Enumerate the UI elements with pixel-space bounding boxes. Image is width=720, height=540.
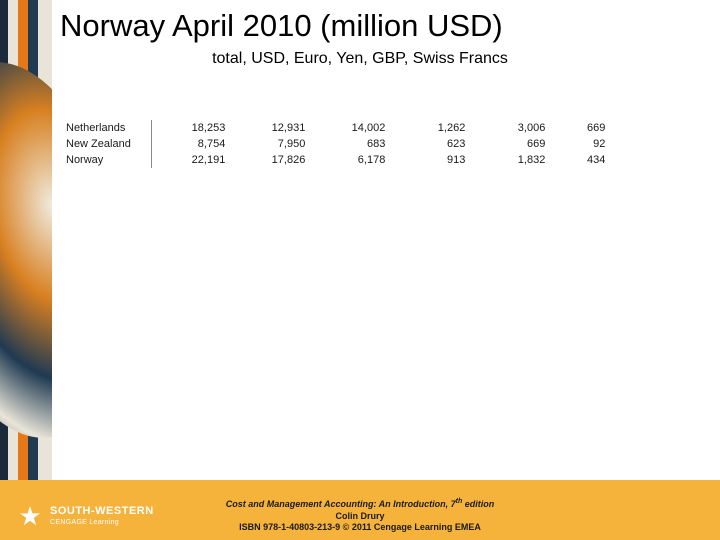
country-cell: Netherlands [60,120,151,136]
value-cell: 22,191 [151,152,231,168]
value-cell: 12,931 [231,120,311,136]
currency-table: Netherlands18,25312,93114,0021,2623,0066… [60,120,611,168]
decorative-sidebar [0,0,52,540]
value-cell: 17,826 [231,152,311,168]
page-title: Norway April 2010 (million USD) [60,8,710,44]
value-cell: 434 [551,152,611,168]
value-cell: 18,253 [151,120,231,136]
value-cell: 913 [391,152,471,168]
page-subtitle: total, USD, Euro, Yen, GBP, Swiss Francs [0,50,720,68]
value-cell: 683 [311,136,391,152]
country-cell: Norway [60,152,151,168]
value-cell: 7,950 [231,136,311,152]
value-cell: 1,262 [391,120,471,136]
value-cell: 92 [551,136,611,152]
value-cell: 623 [391,136,471,152]
value-cell: 669 [551,120,611,136]
footer-line1-post: edition [462,499,494,509]
value-cell: 3,006 [471,120,551,136]
table-row: New Zealand8,7547,95068362366992 [60,136,611,152]
footer-line3: ISBN 978-1-40803-213-9 © 2011 Cengage Le… [239,522,481,532]
value-cell: 669 [471,136,551,152]
table-body: Netherlands18,25312,93114,0021,2623,0066… [60,120,611,168]
country-cell: New Zealand [60,136,151,152]
footer-citation: Cost and Management Accounting: An Intro… [0,497,720,534]
footer-line2: Colin Drury [335,511,384,521]
table-row: Netherlands18,25312,93114,0021,2623,0066… [60,120,611,136]
footer-line1-pre: Cost and Management Accounting: An Intro… [226,499,456,509]
value-cell: 14,002 [311,120,391,136]
value-cell: 6,178 [311,152,391,168]
value-cell: 8,754 [151,136,231,152]
footer-bar: SOUTH-WESTERN CENGAGE Learning Cost and … [0,480,720,540]
table-row: Norway22,19117,8266,1789131,832434 [60,152,611,168]
value-cell: 1,832 [471,152,551,168]
